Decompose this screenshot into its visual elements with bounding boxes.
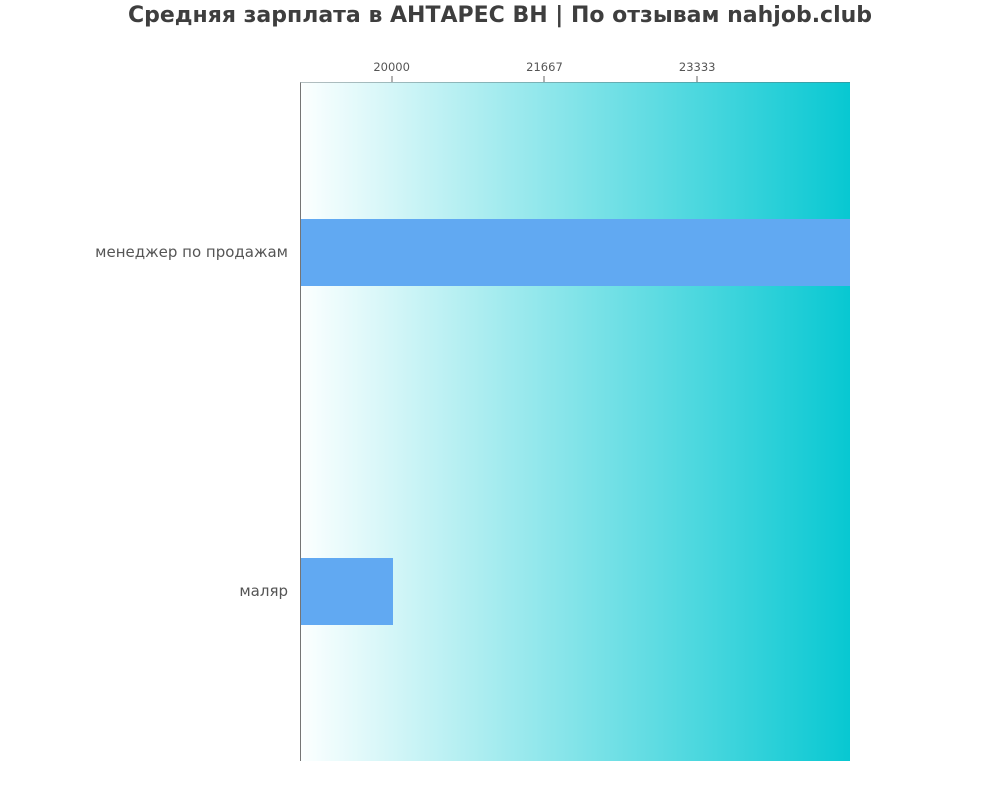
bar-1 bbox=[301, 218, 850, 287]
y-axis-labels: менеджер по продажам маляр bbox=[0, 82, 300, 761]
category-label-1: менеджер по продажам bbox=[95, 242, 288, 261]
x-tick-mark bbox=[391, 76, 393, 82]
plot-wrap: 20000 21667 23333 менеджер по продажам маля… bbox=[95, 60, 850, 761]
x-tick-mark bbox=[543, 76, 545, 82]
x-tick-label: 23333 bbox=[678, 60, 716, 74]
bar-2 bbox=[301, 557, 393, 626]
chart-title: Средняя зарплата в АНТАРЕС ВН | По отзыв… bbox=[127, 3, 873, 28]
plot-area bbox=[300, 82, 850, 761]
category-label-2: маляр bbox=[239, 582, 288, 601]
x-tick-mark bbox=[696, 76, 698, 82]
x-tick-label: 20000 bbox=[373, 60, 410, 74]
x-tick-label: 21667 bbox=[526, 60, 563, 74]
